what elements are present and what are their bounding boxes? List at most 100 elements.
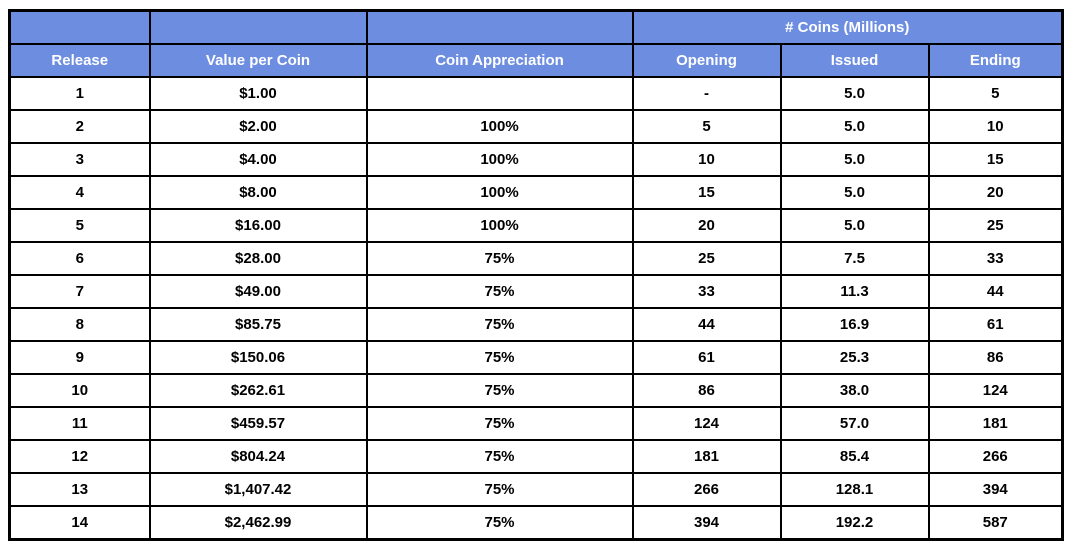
table-row: 13 $1,407.42 75% 266 128.1 394 [8, 472, 1064, 507]
table-row: 12 $804.24 75% 181 85.4 266 [8, 439, 1064, 474]
table-row: 10 $262.61 75% 86 38.0 124 [8, 373, 1064, 408]
cell-coin-appreciation: 75% [365, 307, 634, 342]
cell-opening: 124 [631, 406, 782, 441]
cell-issued: 5.0 [779, 208, 930, 243]
cell-issued: 5.0 [779, 76, 930, 111]
cell-issued: 25.3 [779, 340, 930, 375]
cell-release: 8 [8, 307, 151, 342]
cell-opening: 10 [631, 142, 782, 177]
table-row: 7 $49.00 75% 33 11.3 44 [8, 274, 1064, 309]
cell-ending: 61 [927, 307, 1064, 342]
cell-release: 2 [8, 109, 151, 144]
cell-coin-appreciation [365, 76, 634, 111]
cell-issued: 38.0 [779, 373, 930, 408]
cell-value-per-coin: $1,407.42 [148, 472, 368, 507]
cell-coin-appreciation: 100% [365, 208, 634, 243]
cell-issued: 7.5 [779, 241, 930, 276]
cell-issued: 128.1 [779, 472, 930, 507]
cell-release: 9 [8, 340, 151, 375]
table-body: 1 $1.00-5.0 5 2 $2.00 100% 5 5.0 10 3 $4.00 100% 10 5… [8, 76, 1064, 541]
coin-release-table: # Coins (Millions) Release Value per Coi… [8, 9, 1064, 541]
cell-opening: 394 [631, 505, 782, 541]
cell-coin-appreciation: 100% [365, 175, 634, 210]
cell-ending: 33 [927, 241, 1064, 276]
cell-release: 6 [8, 241, 151, 276]
cell-coin-appreciation: 75% [365, 472, 634, 507]
cell-issued: 85.4 [779, 439, 930, 474]
cell-issued: 192.2 [779, 505, 930, 541]
cell-issued: 5.0 [779, 175, 930, 210]
cell-value-per-coin: $150.06 [148, 340, 368, 375]
cell-ending: 15 [927, 142, 1064, 177]
table-row: 1 $1.00 -5.0 5 [8, 76, 1064, 111]
table-row: 14 $2,462.99 75% 394 192.2 587 [8, 505, 1064, 541]
cell-issued: 57.0 [779, 406, 930, 441]
cell-opening: 44 [631, 307, 782, 342]
cell-opening: 86 [631, 373, 782, 408]
column-header-ending: Ending [927, 43, 1064, 78]
cell-release: 4 [8, 175, 151, 210]
cell-ending: 25 [927, 208, 1064, 243]
coins-millions-group-header: # Coins (Millions) [631, 9, 1064, 45]
cell-coin-appreciation: 75% [365, 274, 634, 309]
empty-header-cell-value-per-coin [148, 9, 368, 45]
cell-opening: 15 [631, 175, 782, 210]
cell-opening: 266 [631, 472, 782, 507]
cell-value-per-coin: $8.00 [148, 175, 368, 210]
cell-release: 14 [8, 505, 151, 541]
table-row: 6 $28.00 75% 25 7.5 33 [8, 241, 1064, 276]
cell-opening: 20 [631, 208, 782, 243]
column-header-release: Release [8, 43, 151, 78]
cell-value-per-coin: $459.57 [148, 406, 368, 441]
table-header: # Coins (Millions) Release Value per Coi… [8, 9, 1064, 78]
cell-issued: 5.0 [779, 142, 930, 177]
cell-coin-appreciation: 75% [365, 241, 634, 276]
cell-coin-appreciation: 75% [365, 373, 634, 408]
cell-opening: 61 [631, 340, 782, 375]
cell-value-per-coin: $1.00 [148, 76, 368, 111]
cell-release: 11 [8, 406, 151, 441]
cell-value-per-coin: $85.75 [148, 307, 368, 342]
cell-opening: 33 [631, 274, 782, 309]
cell-ending: 394 [927, 472, 1064, 507]
cell-release: 13 [8, 472, 151, 507]
cell-release: 10 [8, 373, 151, 408]
table-row: 9 $150.06 75% 61 25.3 86 [8, 340, 1064, 375]
cell-coin-appreciation: 75% [365, 439, 634, 474]
empty-header-cell-coin-appreciation [365, 9, 634, 45]
column-header-row: Release Value per Coin Coin Appreciation… [8, 43, 1064, 78]
cell-ending: 20 [927, 175, 1064, 210]
table-row: 2 $2.00 100% 5 5.0 10 [8, 109, 1064, 144]
table-row: 3 $4.00 100% 10 5.0 15 [8, 142, 1064, 177]
cell-coin-appreciation: 100% [365, 142, 634, 177]
cell-ending: 587 [927, 505, 1064, 541]
table-row: 11 $459.57 75% 124 57.0 181 [8, 406, 1064, 441]
table-row: 5 $16.00 100% 20 5.0 25 [8, 208, 1064, 243]
cell-ending: 181 [927, 406, 1064, 441]
cell-opening: 181 [631, 439, 782, 474]
cell-value-per-coin: $2.00 [148, 109, 368, 144]
cell-ending: 44 [927, 274, 1064, 309]
cell-issued: 5.0 [779, 109, 930, 144]
cell-ending: 10 [927, 109, 1064, 144]
cell-coin-appreciation: 75% [365, 340, 634, 375]
cell-coin-appreciation: 75% [365, 406, 634, 441]
column-header-issued: Issued [779, 43, 930, 78]
cell-issued: 16.9 [779, 307, 930, 342]
cell-ending: 124 [927, 373, 1064, 408]
cell-opening: - [631, 76, 782, 111]
cell-release: 5 [8, 208, 151, 243]
column-header-opening: Opening [631, 43, 782, 78]
cell-value-per-coin: $16.00 [148, 208, 368, 243]
column-header-coin-appreciation: Coin Appreciation [365, 43, 634, 78]
cell-value-per-coin: $262.61 [148, 373, 368, 408]
empty-header-cell-release [8, 9, 151, 45]
column-header-value-per-coin: Value per Coin [148, 43, 368, 78]
group-header-row: # Coins (Millions) [8, 9, 1064, 45]
cell-opening: 5 [631, 109, 782, 144]
cell-value-per-coin: $4.00 [148, 142, 368, 177]
cell-ending: 5 [927, 76, 1064, 111]
cell-coin-appreciation: 75% [365, 505, 634, 541]
cell-release: 12 [8, 439, 151, 474]
